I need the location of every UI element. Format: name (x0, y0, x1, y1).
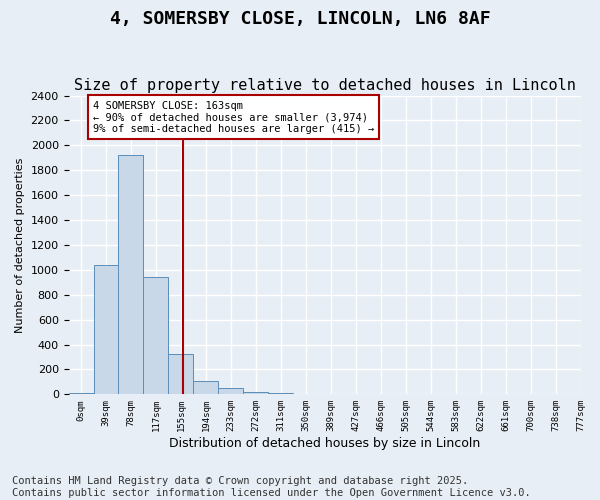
Bar (268, 393, 293, 394)
X-axis label: Distribution of detached houses by size in Lincoln: Distribution of detached houses by size … (169, 437, 480, 450)
Bar (193, 380, 218, 394)
Text: 4 SOMERSBY CLOSE: 163sqm
← 90% of detached houses are smaller (3,974)
9% of semi: 4 SOMERSBY CLOSE: 163sqm ← 90% of detach… (93, 100, 374, 134)
Bar (169, 354, 193, 395)
Bar (218, 388, 244, 394)
Text: Contains HM Land Registry data © Crown copyright and database right 2025.
Contai: Contains HM Land Registry data © Crown c… (12, 476, 531, 498)
Bar (94, 265, 118, 394)
Bar (118, 156, 143, 394)
Bar (143, 278, 169, 394)
Bar (68, 393, 94, 394)
Y-axis label: Number of detached properties: Number of detached properties (15, 158, 25, 332)
Bar (244, 392, 268, 394)
Title: Size of property relative to detached houses in Lincoln: Size of property relative to detached ho… (74, 78, 575, 93)
Text: 4, SOMERSBY CLOSE, LINCOLN, LN6 8AF: 4, SOMERSBY CLOSE, LINCOLN, LN6 8AF (110, 10, 490, 28)
